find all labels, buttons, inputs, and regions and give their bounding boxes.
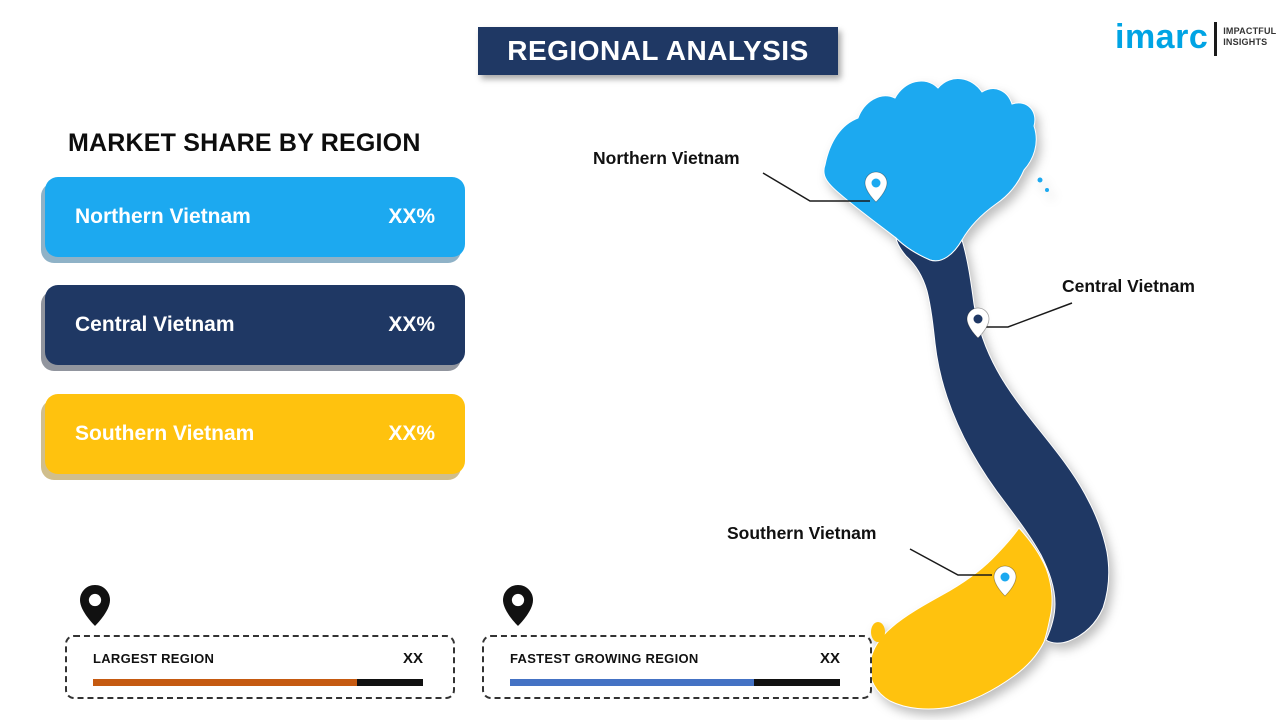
largest-region-bar-tail: [357, 679, 423, 686]
fastest-growing-region-box: FASTEST GROWING REGION XX: [482, 635, 872, 699]
share-bar-value: XX%: [388, 205, 435, 228]
logo-brand-text: imarc: [1115, 18, 1209, 56]
largest-region-pin-icon: [80, 585, 110, 626]
fastest-growing-region-pin-icon: [503, 585, 533, 626]
map-label-central-vietnam: Central Vietnam: [1062, 276, 1195, 296]
fastest-growing-region-bar: [510, 679, 840, 686]
map-island-phu-quoc: [871, 622, 885, 642]
map-region-southern: [869, 527, 1053, 710]
imarc-logo: imarc IMPACTFUL INSIGHTS: [1115, 20, 1276, 56]
logo-tagline-line1: IMPACTFUL: [1223, 26, 1277, 36]
connector-southern: [909, 548, 992, 576]
share-bar-label: Northern Vietnam: [75, 205, 251, 228]
share-bar-value: XX%: [388, 422, 435, 445]
fastest-growing-region-bar-tail: [754, 679, 840, 686]
map-pin-northern-icon: [864, 171, 888, 203]
share-bar-northern-vietnam: Northern Vietnam XX%: [45, 177, 465, 257]
map-islet: [884, 654, 892, 662]
share-bar-value: XX%: [388, 313, 435, 336]
share-bar-central-vietnam: Central Vietnam XX%: [45, 285, 465, 365]
map-pin-central-icon: [966, 307, 990, 339]
connector-northern: [762, 172, 870, 202]
vietnam-map: [762, 78, 1110, 710]
map-islet: [1045, 188, 1049, 192]
logo-tagline: IMPACTFUL INSIGHTS: [1223, 26, 1276, 48]
connector-central: [986, 302, 1073, 328]
logo-tagline-line2: INSIGHTS: [1223, 37, 1268, 47]
largest-region-bar-fill: [93, 679, 357, 686]
largest-region-bar: [93, 679, 423, 686]
map-label-northern-vietnam: Northern Vietnam: [593, 148, 740, 168]
page-title-text: REGIONAL ANALYSIS: [507, 35, 809, 66]
map-islet: [1037, 177, 1043, 183]
share-bar-label: Central Vietnam: [75, 313, 235, 336]
map-region-central: [895, 236, 1110, 644]
largest-region-label: LARGEST REGION: [93, 651, 215, 666]
page-title: REGIONAL ANALYSIS: [478, 27, 838, 75]
fastest-growing-region-value: XX: [819, 650, 840, 667]
largest-region-box: LARGEST REGION XX: [65, 635, 455, 699]
share-bar-label: Southern Vietnam: [75, 422, 255, 445]
map-pin-southern-icon: [993, 565, 1017, 597]
fastest-growing-region-label: FASTEST GROWING REGION: [510, 651, 699, 666]
map-region-northern: [823, 78, 1037, 262]
share-bar-southern-vietnam: Southern Vietnam XX%: [45, 394, 465, 474]
map-label-southern-vietnam: Southern Vietnam: [727, 523, 877, 543]
market-share-heading: MARKET SHARE BY REGION: [68, 129, 421, 157]
fastest-growing-region-bar-fill: [510, 679, 755, 686]
logo-divider: [1214, 22, 1218, 56]
largest-region-value: XX: [402, 650, 423, 667]
